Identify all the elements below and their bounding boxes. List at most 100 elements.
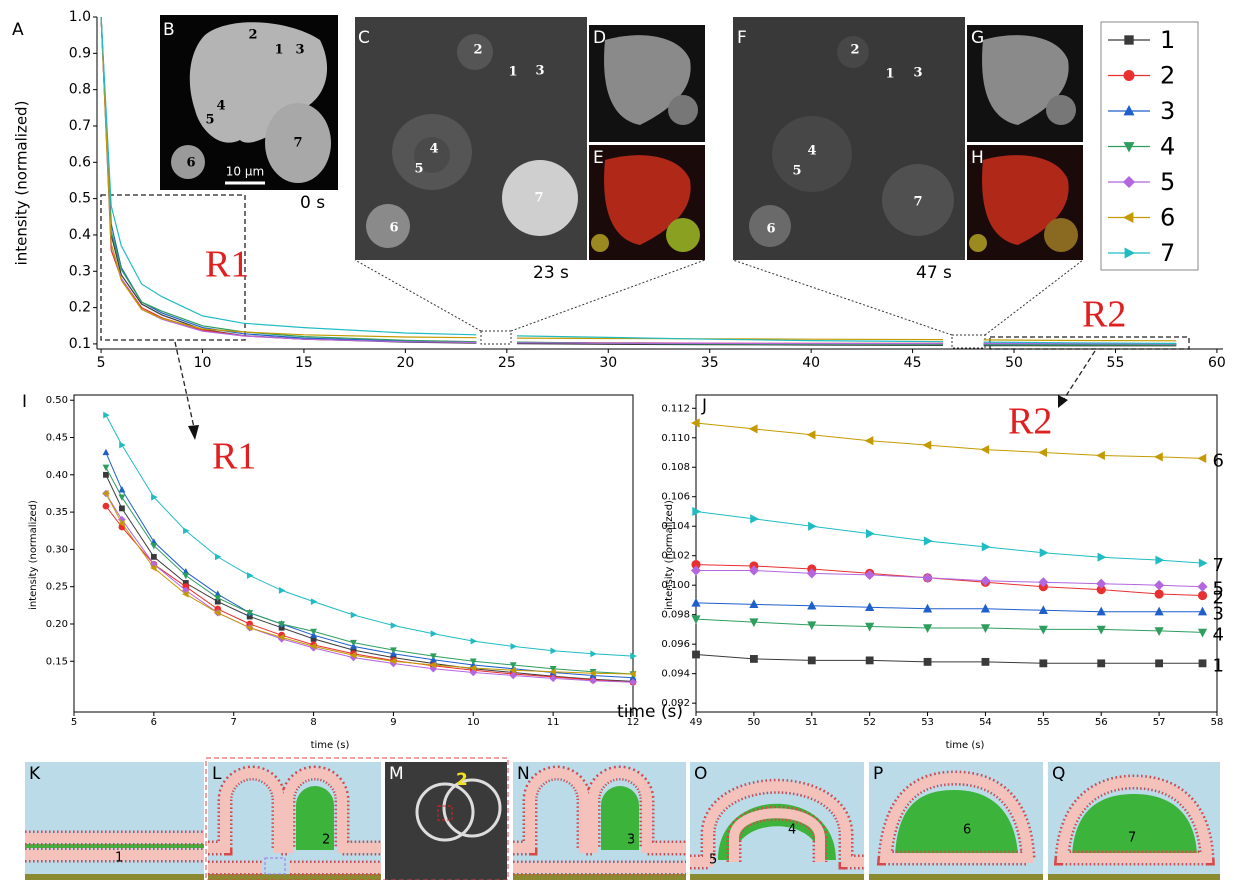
marker (808, 656, 816, 664)
marker (1155, 607, 1164, 616)
marker (1097, 659, 1105, 667)
marker (1155, 589, 1164, 598)
panel-letter: L (212, 764, 222, 784)
y-tick-label: 0.35 (46, 507, 68, 518)
marker (981, 604, 990, 613)
marker (103, 472, 109, 478)
image-label: 7 (534, 191, 543, 206)
marker (750, 514, 759, 523)
x-tick-label: 20 (396, 355, 414, 371)
schematic-label: 1 (115, 851, 123, 866)
image-label: 6 (186, 156, 195, 171)
marker (1198, 591, 1207, 600)
marker (630, 653, 636, 660)
x-tick-label: 55 (1107, 355, 1125, 371)
marker (103, 449, 110, 455)
page: {"chart_data":[ {"type":"line","xlabel":… (0, 0, 1234, 880)
schematic-label: 7 (1128, 831, 1136, 846)
marker (1039, 626, 1048, 635)
time-label: 23 s (533, 263, 569, 283)
y-axis-label: intensity (normalized) (28, 500, 39, 610)
marker (103, 412, 109, 419)
marker (807, 621, 816, 630)
image-label: 1 (885, 67, 894, 82)
x-tick-label: 50 (1005, 355, 1023, 371)
image-label: 5 (792, 164, 801, 179)
marker (865, 602, 874, 611)
panel-letter: B (163, 20, 175, 40)
y-tick-label: 0.8 (69, 82, 91, 98)
x-tick-label: 51 (805, 717, 818, 728)
marker (866, 656, 874, 664)
legend-label: 7 (1160, 239, 1175, 267)
marker (215, 553, 221, 560)
x-tick-label: 57 (1153, 717, 1166, 728)
marker (1198, 607, 1207, 616)
marker (1155, 556, 1164, 565)
marker (1098, 553, 1107, 562)
marker (119, 505, 125, 511)
y-axis-label: intensity (normalized) (664, 500, 675, 610)
marker (691, 598, 700, 607)
panel-letter: J (701, 396, 707, 416)
legend-label: 3 (1160, 97, 1175, 125)
marker (1039, 605, 1048, 614)
marker (865, 623, 874, 632)
x-tick-label: 25 (498, 355, 516, 371)
series-end-label: 3 (1213, 604, 1224, 625)
image-label: 5 (205, 113, 214, 128)
x-tick-label: 7 (231, 717, 237, 728)
x-tick-label: 40 (802, 355, 820, 371)
y-tick-label: 0.20 (46, 619, 68, 630)
series-end-label: 7 (1213, 555, 1224, 576)
image-label: 4 (429, 142, 438, 157)
panel-letter: G (971, 28, 984, 48)
panel-letter: O (694, 764, 707, 784)
x-tick-label: 10 (194, 355, 212, 371)
x-tick-label: 9 (390, 717, 396, 728)
series-line (696, 603, 1203, 612)
image-label: 6 (389, 221, 398, 236)
x-tick-label: 52 (863, 717, 876, 728)
marker (924, 658, 932, 666)
marker (471, 638, 477, 645)
image-label: 4 (807, 144, 816, 159)
series-end-label: 1 (1213, 655, 1224, 676)
x-tick-label: 56 (1095, 717, 1108, 728)
x-tick-label: 35 (701, 355, 719, 371)
x-tick-label: 45 (904, 355, 922, 371)
image-label: 7 (293, 136, 302, 151)
y-tick-label: 0.1 (69, 336, 91, 352)
y-tick-label: 0.3 (69, 263, 91, 279)
plot-frame (696, 395, 1217, 712)
panel-letter: I (22, 392, 27, 412)
marker (1097, 607, 1106, 616)
panel-letter: N (517, 764, 530, 784)
marker (692, 651, 700, 659)
marker (750, 655, 758, 663)
marker (1198, 629, 1207, 638)
figure: 10 µm R1 R1 R2 R2 0 s 23 s 47 s 1 2 2 3 … (0, 0, 1234, 880)
series-end-label: 5 (1213, 579, 1224, 600)
series-end-label: 4 (1213, 624, 1224, 645)
panel-letter: C (358, 28, 370, 48)
y-tick-label: 0.110 (661, 433, 690, 444)
y-tick-label: 0.40 (46, 470, 68, 481)
image-label: 2 (473, 43, 482, 58)
y-tick-label: 0.098 (661, 610, 690, 621)
y-tick-label: 0.2 (69, 300, 91, 316)
x-tick-label: 30 (599, 355, 617, 371)
marker (431, 630, 437, 637)
marker (391, 622, 397, 629)
marker (981, 624, 990, 633)
marker (351, 612, 357, 619)
y-tick-label: 0.4 (69, 227, 91, 243)
y-tick-label: 0.25 (46, 582, 68, 593)
panel-letter: H (971, 148, 984, 168)
x-tick-label: 53 (921, 717, 934, 728)
marker (119, 486, 126, 492)
time-label: 0 s (300, 193, 325, 213)
region-label: R2 (1082, 294, 1126, 336)
legend-marker (1124, 70, 1135, 81)
marker (182, 573, 189, 579)
